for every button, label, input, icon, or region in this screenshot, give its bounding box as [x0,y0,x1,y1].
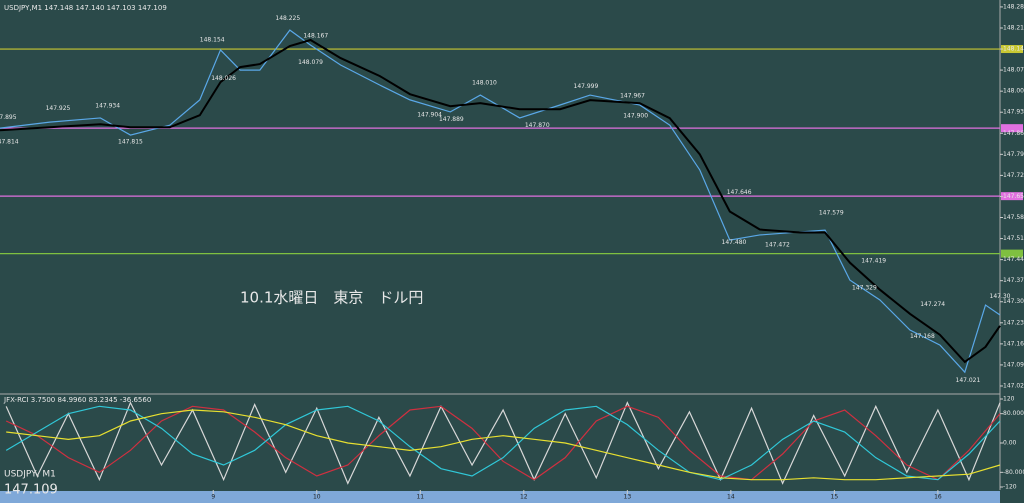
level-marker [1001,249,1023,258]
x-tick-label: 10 [313,494,321,501]
y-tick-label: 147.790 [1003,151,1024,158]
price-label: 147.814 [0,139,19,146]
price-label: 147.925 [46,105,71,112]
y-tick-label: 148.210 [1003,24,1024,31]
x-tick-label: 11 [416,494,424,501]
x-tick-label: 16 [934,494,942,501]
price-label: 148.026 [211,75,236,82]
series-line [5,405,1001,481]
y-tick-label: 147.300 [1003,298,1024,305]
price-label: 147.934 [95,103,120,110]
oscillator-title: JFX-RCI 3.7500 84.9960 83.2345 -36.6560 [3,396,151,404]
y-tick-label: 147.510 [1003,235,1024,242]
price-label: 147.274 [920,301,945,308]
x-tick-label: 12 [520,494,528,501]
y-tick-label: 147.580 [1003,214,1024,221]
header: USDJPY,M1 147.148 147.140 147.103 147.10… [4,4,167,12]
price-label: 147.646 [727,189,752,196]
price-label: 147.168 [910,333,935,340]
y-tick-label: 147.370 [1003,277,1024,284]
y-tick-label: 147.930 [1003,109,1024,116]
price-label: 148.154 [200,36,225,43]
x-tick-label: 14 [727,494,735,501]
y-tick-label: 148.000 [1003,88,1024,95]
price-label: 147.579 [819,209,844,216]
price-label: 147.999 [574,83,599,90]
price-label: 147.904 [417,112,442,119]
price-label: 147.889 [439,116,464,123]
price-label: 147.480 [722,239,747,246]
y-tick-label: 120 [1003,396,1015,403]
y-tick-label: 0.00 [1003,440,1017,447]
price-label: 147.472 [765,242,790,249]
price-label: 147.815 [118,138,143,145]
y-tick-label: 147.720 [1003,172,1024,179]
price-label: 147.967 [620,93,645,100]
price-label: 147.870 [525,122,550,129]
price-label: 147.021 [956,377,981,384]
y-tick-label: 147.090 [1003,361,1024,368]
y-tick-label: 147.650 [1003,193,1024,200]
price-label: 148.010 [472,80,497,87]
y-tick-label: 148.140 [1003,46,1024,53]
price-label: 147.895 [0,114,17,121]
x-tick-label: 15 [831,494,839,501]
y-tick-label: 147.230 [1003,319,1024,326]
y-tick-label: 147.440 [1003,256,1024,263]
price-label: 148.167 [303,32,328,39]
series-line [6,409,1001,481]
series-line [5,401,1001,485]
y-tick-label: 148.070 [1003,67,1024,74]
footer-price: 147.109 [4,483,58,498]
series-line [5,405,1001,481]
y-tick-label: 147.020 [1003,382,1024,389]
price-label: 148.079 [298,59,323,66]
time-bar [0,491,1000,503]
price-label: 148.225 [275,15,300,22]
y-tick-label: -120 [1003,484,1017,491]
annotation: 10.1水曜日 東京 ドル円 [240,289,423,307]
price-label: 147.30 [990,293,1011,300]
y-tick-label: 148.280 [1003,3,1024,10]
series-line [0,38,1001,364]
series-line [0,29,1001,374]
x-tick-label: 9 [211,494,215,501]
level-marker [1001,45,1023,54]
x-tick-label: 13 [624,494,632,501]
level-marker [1001,124,1023,133]
footer-symbol: USDJPY, M1 [4,470,56,480]
y-tick-label: 147.160 [1003,340,1024,347]
price-label: 147.900 [623,113,648,120]
level-marker [1001,192,1023,201]
y-tick-label: 147.860 [1003,130,1024,137]
price-label: 147.329 [852,285,877,292]
price-label: 147.419 [861,257,886,264]
